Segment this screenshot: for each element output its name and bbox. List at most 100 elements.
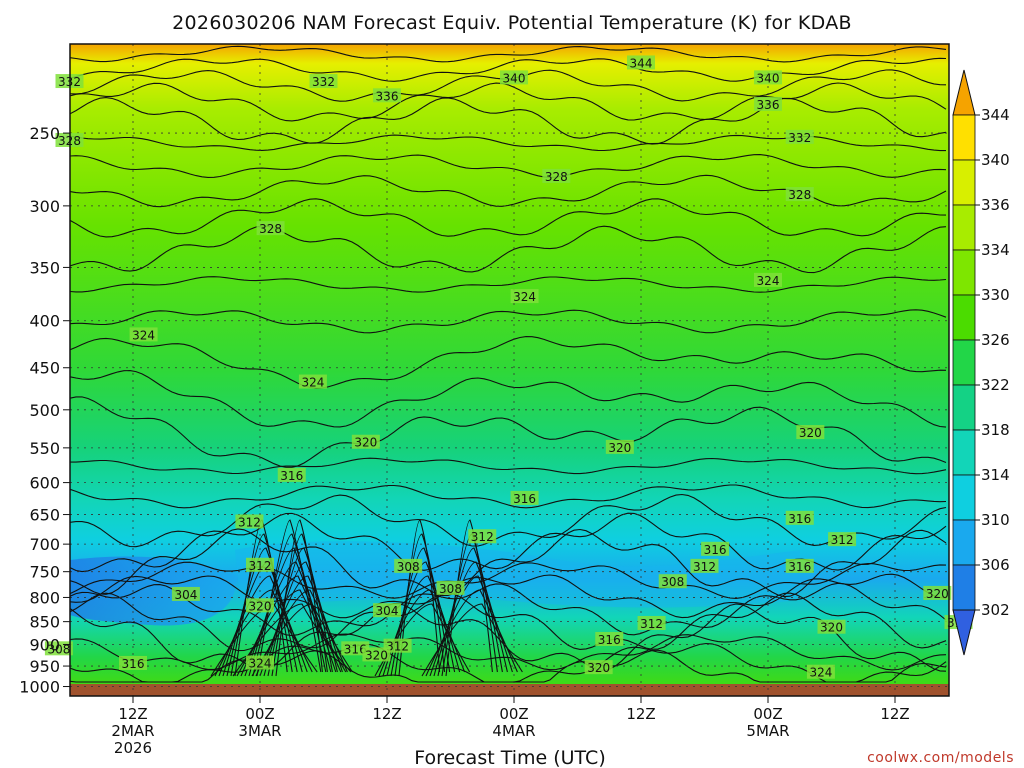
surface-ground — [70, 684, 949, 696]
contour-line — [69, 82, 947, 122]
contour-line — [421, 603, 523, 677]
cold-pool-left — [70, 556, 236, 626]
colorbar-band — [952, 519, 976, 566]
contour-label: 320 — [820, 621, 843, 635]
contour-line — [70, 457, 947, 475]
chart-title: 2026030206 NAM Forecast Equiv. Potential… — [172, 12, 852, 34]
y-axis: 250 300 350 400 450 500 550 600 650 700 750 800 850 9… — [19, 124, 70, 697]
contour-label-bg — [373, 603, 401, 618]
y-tick-label: 250 — [29, 124, 60, 143]
contour-label-bg — [373, 88, 401, 103]
contour-line — [69, 276, 947, 293]
contour-label: 308 — [439, 582, 462, 596]
contour-label: 328 — [788, 188, 811, 202]
contour-label: 316 — [704, 543, 727, 557]
contour-label: 332 — [788, 131, 811, 145]
y-tick-label: 700 — [29, 535, 60, 554]
y-tick-label: 750 — [29, 563, 60, 582]
contour-line — [69, 336, 947, 389]
x-tick-label: 00Z — [753, 705, 782, 723]
colorbar-band — [952, 114, 976, 161]
contour-label-bg — [246, 598, 274, 613]
contour-label: 320 — [587, 661, 610, 675]
contour-line — [69, 649, 947, 683]
contour-line — [386, 561, 456, 677]
contour-label-bg — [785, 129, 814, 144]
contour-line — [69, 370, 947, 428]
contour-line — [255, 589, 348, 677]
contour-line — [236, 589, 347, 677]
colorbar-top-arrow — [952, 69, 976, 116]
contour-label-bg — [627, 55, 655, 70]
contour-label-bg — [341, 641, 370, 656]
contour-label-bg — [309, 74, 338, 89]
x-tick-label: 12Z — [372, 705, 401, 723]
colorbar-label: 314 — [981, 466, 1010, 484]
colorbar-label: 336 — [981, 196, 1010, 214]
contour-label-bg — [468, 529, 497, 544]
contour-label: 308 — [47, 642, 70, 656]
contour-label-bg — [436, 580, 465, 595]
x-tick-label: 3MAR — [238, 722, 281, 740]
contour-label-bg — [383, 638, 412, 653]
contour-line — [226, 547, 298, 677]
contour-label: 308 — [397, 560, 420, 574]
contour-label-bg — [298, 374, 327, 389]
contour-line — [259, 575, 343, 677]
x-axis-label: Forecast Time (UTC) — [414, 747, 605, 768]
contour-label: 304 — [376, 604, 399, 618]
plot-frame — [69, 43, 950, 697]
colorbar-label: 318 — [981, 421, 1010, 439]
contour-label-bg — [785, 558, 814, 573]
y-tick-label: 550 — [29, 439, 60, 458]
x-tick-label: 00Z — [245, 705, 274, 723]
x-tick-label: 2MAR — [111, 722, 154, 740]
contour-label-bg — [828, 532, 857, 547]
contour-label-bg — [394, 558, 423, 573]
contour-label-bg — [796, 425, 825, 440]
colorbar-band — [952, 429, 976, 476]
colorbar-label: 344 — [981, 106, 1010, 124]
credit-text: coolwx.com/models — [867, 750, 1014, 766]
contour-label-bg — [923, 585, 952, 600]
contour-label-bg — [584, 660, 613, 675]
contour-label: 312 — [249, 559, 272, 573]
y-tick-label: 650 — [29, 506, 60, 525]
x-tick-label: 2026 — [114, 739, 152, 757]
contour-line — [425, 589, 518, 677]
contour-label-bg — [806, 664, 835, 679]
colorbar-label: 302 — [981, 601, 1010, 619]
contour-label: 320 — [608, 441, 631, 455]
contour-label: 328 — [545, 170, 568, 184]
contour-label: 304 — [174, 588, 197, 602]
contour-line — [429, 575, 513, 677]
contour-label-bg — [542, 168, 571, 183]
x-tick-label: 5MAR — [746, 722, 789, 740]
contour-label-bg — [754, 70, 782, 85]
colorbar-label: 310 — [981, 511, 1010, 529]
y-tick-label: 600 — [29, 474, 60, 493]
colorbar-label: 340 — [981, 151, 1010, 169]
colorbar-label: 322 — [981, 376, 1010, 394]
contour-label-bg — [510, 490, 539, 505]
contour-line — [433, 561, 508, 677]
contour-label-bg — [595, 632, 624, 647]
contour-label: 320 — [926, 587, 949, 601]
y-tick-label: 400 — [29, 312, 60, 331]
contour-label-bg — [510, 289, 539, 304]
y-tick-label: 900 — [29, 635, 60, 654]
contour-label: 316 — [788, 512, 811, 526]
colorbar-label: 330 — [981, 286, 1010, 304]
colorbar-label: 306 — [981, 556, 1010, 574]
contour-line — [69, 97, 947, 145]
contour-line — [69, 309, 947, 334]
contour-label: 308 — [661, 575, 684, 589]
cool-layer — [235, 541, 800, 608]
contour-label-bg — [246, 557, 274, 572]
contour-label: 312 — [238, 515, 261, 529]
colorbar-band — [952, 474, 976, 521]
colorbar-band — [952, 384, 976, 431]
contour-label: 336 — [376, 89, 399, 103]
